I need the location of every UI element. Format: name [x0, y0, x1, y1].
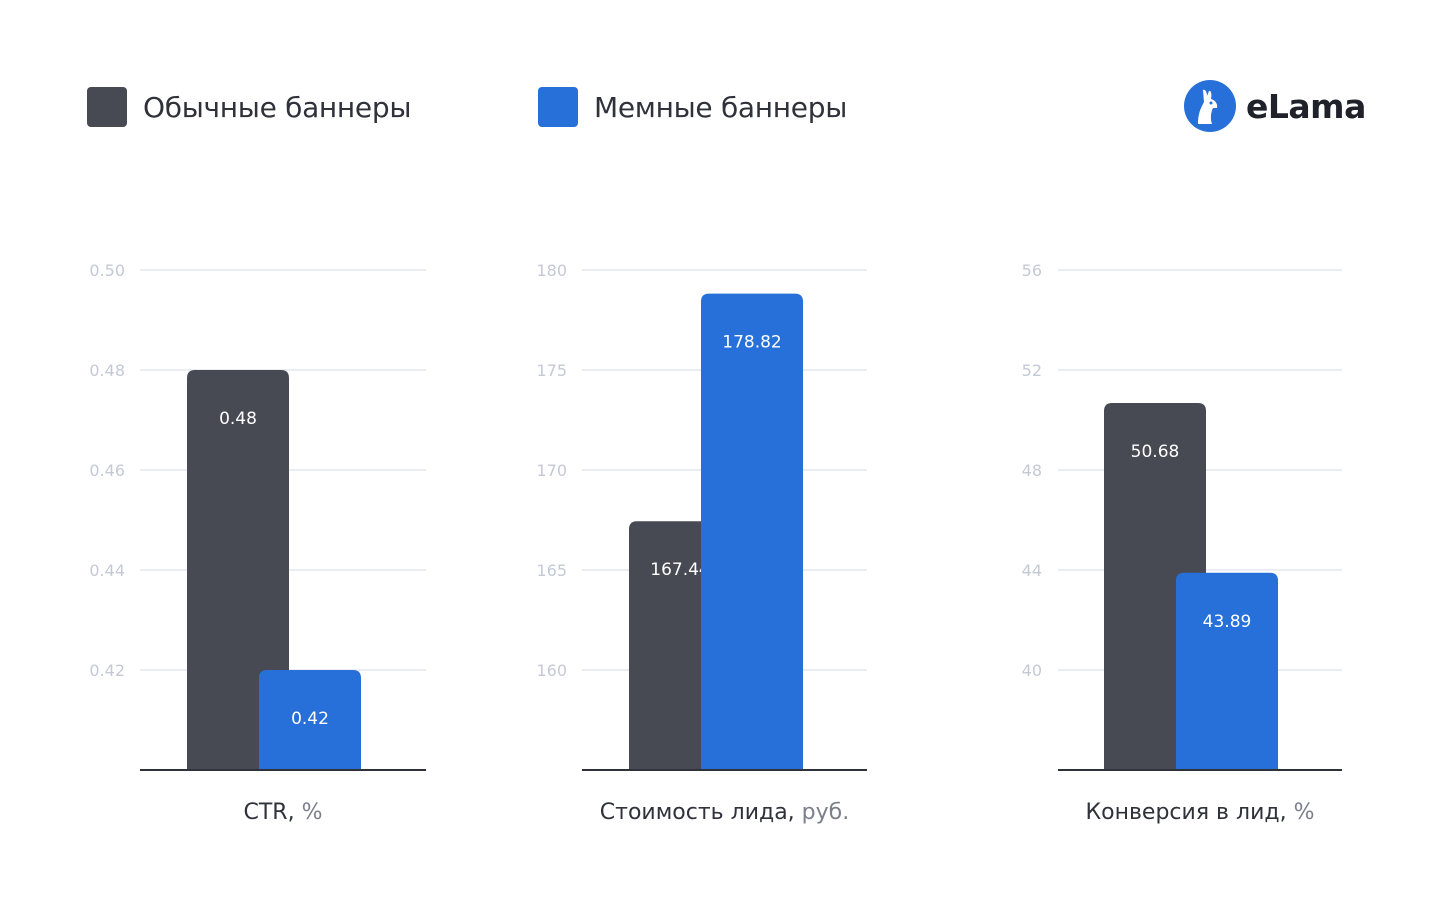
axis-title-main: CTR,: [244, 800, 302, 825]
y-tick-label: 160: [536, 661, 567, 680]
legend-swatch-meme: [538, 87, 578, 127]
legend-label-meme: Мемные баннеры: [594, 90, 847, 124]
bar-meme: [259, 670, 361, 770]
bar-value-label: 0.48: [219, 409, 257, 429]
y-tick-label: 40: [1022, 661, 1042, 680]
chart-panel-3: 56 52 48 44 40 50.68 43.89 Конверсия в лид, %: [1022, 261, 1342, 825]
y-tick-label: 0.42: [89, 661, 125, 680]
bar-value-label: 178.82: [722, 333, 781, 353]
logo-text: eLama: [1246, 86, 1366, 126]
chart-panel-1: 0.50 0.48 0.46 0.44 0.42 0.48 0.42 CTR, %: [89, 261, 426, 825]
y-tick-label: 52: [1022, 361, 1042, 380]
bar-value-label: 50.68: [1131, 442, 1180, 462]
elama-logo: eLama: [1184, 80, 1366, 132]
axis-title-unit: %: [302, 800, 323, 825]
bar-meme: [701, 293, 803, 770]
bar-regular: [187, 370, 289, 770]
llama-icon: [1184, 80, 1236, 132]
y-tick-label: 0.48: [89, 361, 125, 380]
bar-value-label: 43.89: [1203, 612, 1252, 632]
y-tick-label: 0.50: [89, 261, 125, 280]
axis-title: CTR, %: [244, 800, 323, 825]
y-tick-label: 175: [536, 361, 567, 380]
axis-title: Стоимость лида, руб.: [600, 800, 849, 825]
axis-title-main: Конверсия в лид,: [1086, 800, 1294, 825]
y-tick-label: 165: [536, 561, 567, 580]
chart-panel-2: 180 175 170 165 160 167.44 178.82 Стоимость лид…: [536, 261, 867, 825]
legend-label-regular: Обычные баннеры: [143, 90, 412, 124]
legend-swatch-regular: [87, 87, 127, 127]
bar-value-label: 167.44: [650, 560, 709, 580]
bar-meme: [1176, 572, 1278, 770]
y-tick-label: 48: [1022, 461, 1042, 480]
legend-item-regular: Обычные баннеры: [87, 87, 411, 127]
axis-title-main: Стоимость лида,: [600, 800, 802, 825]
y-tick-label: 170: [536, 461, 567, 480]
axis-title-unit: руб.: [802, 800, 850, 825]
bar-value-label: 0.42: [291, 709, 329, 729]
axis-title-unit: %: [1294, 800, 1315, 825]
y-tick-label: 0.44: [89, 561, 125, 580]
y-tick-label: 180: [536, 261, 567, 280]
legend-item-meme: Мемные баннеры: [538, 87, 847, 127]
y-tick-label: 0.46: [89, 461, 125, 480]
y-tick-label: 56: [1022, 261, 1042, 280]
y-tick-label: 44: [1022, 561, 1042, 580]
axis-title: Конверсия в лид, %: [1086, 800, 1315, 825]
